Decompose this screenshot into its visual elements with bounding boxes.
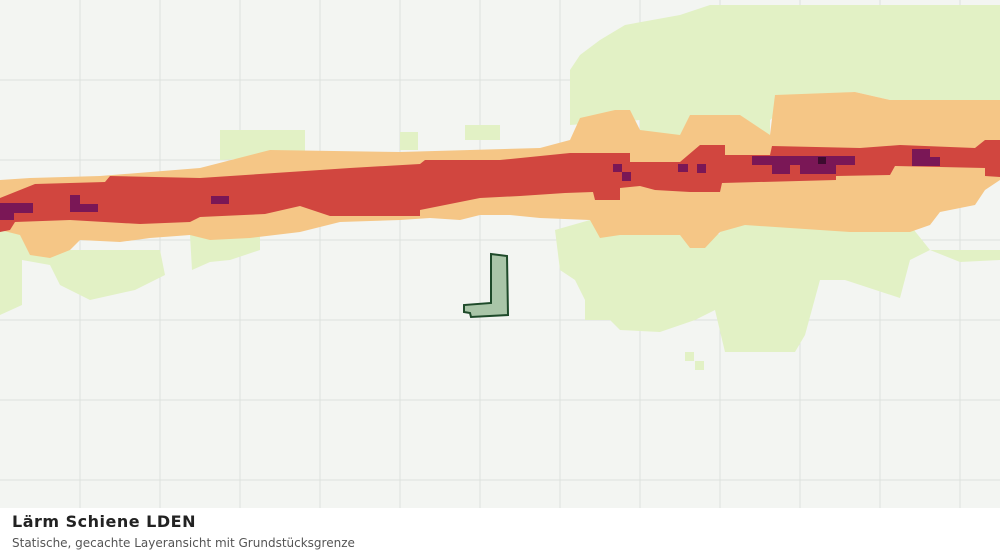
- noise-zone-low: [695, 361, 704, 370]
- parcel-boundary[interactable]: [463, 252, 510, 319]
- layer-title: Lärm Schiene LDEN: [12, 512, 196, 531]
- noise-zone-extreme: [818, 157, 826, 164]
- noise-zone-low: [685, 352, 694, 361]
- noise-zone-high: [0, 140, 1000, 232]
- layer-subtitle: Statische, gecachte Layeransicht mit Gru…: [12, 536, 355, 550]
- caption: Lärm Schiene LDEN Statische, gecachte La…: [12, 512, 355, 550]
- noise-zone-very-high: [0, 149, 940, 220]
- map-canvas: [0, 0, 1000, 508]
